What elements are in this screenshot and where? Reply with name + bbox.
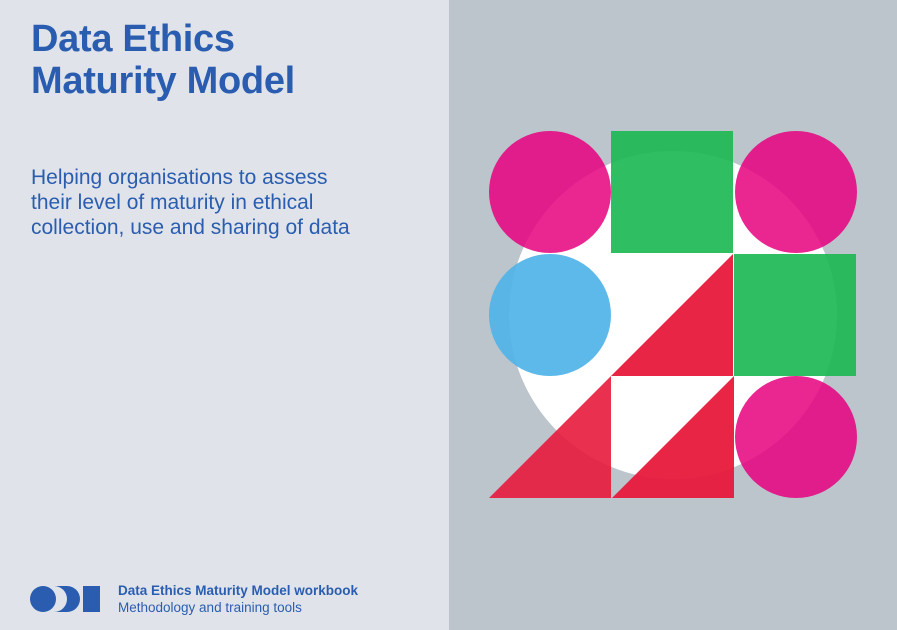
cover-subtitle-line-2: their level of maturity in ethical bbox=[31, 191, 314, 214]
cover-title-line-2: Maturity Model bbox=[31, 60, 295, 102]
cover-title-line-1: Data Ethics bbox=[31, 18, 235, 60]
cover-subtitle-line-1: Helping organisations to assess bbox=[31, 166, 328, 189]
art-green-square-right bbox=[734, 254, 856, 376]
art-magenta-circle-top-right bbox=[735, 131, 857, 253]
cover-subtitle: Helping organisations to assess their le… bbox=[31, 165, 431, 240]
art-red-triangle-bottom-left bbox=[489, 376, 611, 498]
art-red-triangle-bottom-center bbox=[612, 376, 734, 498]
footer-subtitle: Methodology and training tools bbox=[118, 600, 302, 615]
footer-text: Data Ethics Maturity Model workbook Meth… bbox=[118, 582, 358, 616]
cover-title: Data Ethics Maturity Model bbox=[31, 18, 295, 102]
odi-logo-icon bbox=[30, 586, 100, 612]
art-red-triangle-middle bbox=[611, 254, 733, 376]
geometric-artwork bbox=[489, 131, 857, 498]
art-green-square-top bbox=[611, 131, 733, 253]
art-magenta-circle-top-left bbox=[489, 131, 611, 253]
art-magenta-circle-bottom-right bbox=[735, 376, 857, 498]
cover-subtitle-line-3: collection, use and sharing of data bbox=[31, 216, 350, 239]
footer-title: Data Ethics Maturity Model workbook bbox=[118, 583, 359, 598]
art-blue-circle bbox=[489, 254, 611, 376]
cover-left-panel: Data Ethics Maturity Model Helping organ… bbox=[0, 0, 449, 630]
